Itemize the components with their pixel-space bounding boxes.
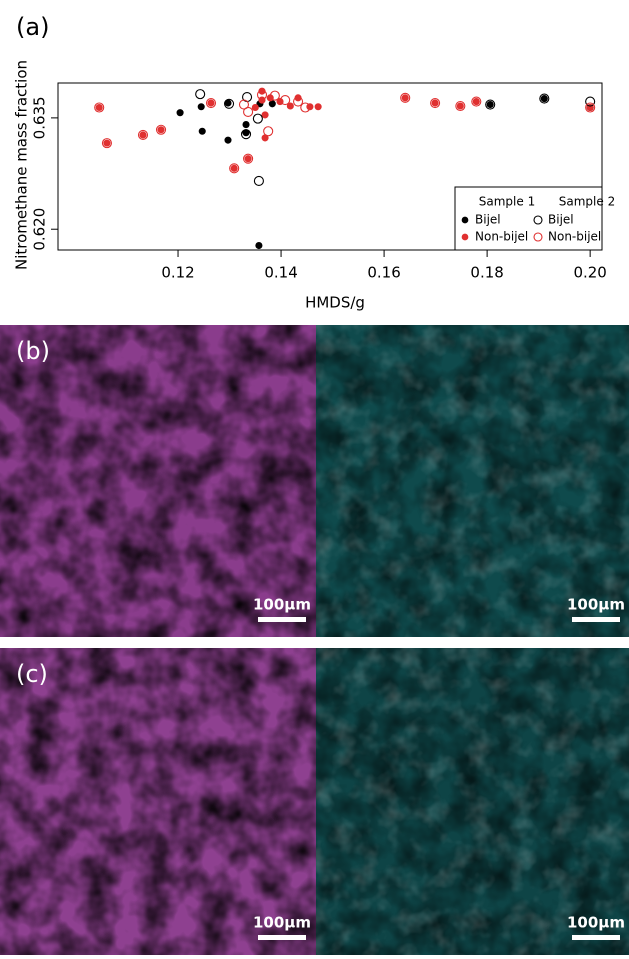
point: [176, 109, 184, 117]
point: [258, 96, 266, 104]
scale-bar: [572, 935, 620, 940]
legend-label: Non-bijel: [548, 230, 601, 244]
x-axis-label: HMDS/g: [305, 294, 365, 312]
legend-label: Bijel: [475, 213, 501, 227]
point: [256, 89, 268, 100]
point: [540, 95, 548, 103]
point: [314, 103, 322, 111]
point: [471, 96, 482, 107]
image-texture: [0, 648, 316, 955]
point: [269, 90, 280, 101]
point: [486, 100, 494, 109]
point: [300, 102, 311, 113]
image-texture: [316, 648, 629, 955]
point: [539, 93, 550, 104]
x-tick-label: 0.16: [367, 264, 400, 282]
point: [253, 175, 264, 187]
point: [238, 99, 250, 110]
point: [472, 98, 480, 106]
point: [223, 98, 235, 109]
point: [280, 95, 291, 106]
point: [229, 163, 240, 174]
point: [195, 89, 206, 100]
y-tick-label: 0.635: [31, 96, 49, 139]
point: [455, 100, 466, 112]
point: [137, 129, 149, 141]
x-tick-label: 0.14: [264, 264, 297, 282]
point: [242, 121, 250, 129]
scale-bar-label: 100µm: [253, 914, 311, 932]
legend-marker: [461, 216, 469, 224]
point: [286, 102, 294, 110]
point: [103, 139, 111, 147]
point: [261, 111, 269, 119]
point: [251, 103, 259, 112]
point: [243, 106, 254, 117]
micrographs: [0, 325, 629, 955]
x-tick-label: 0.18: [470, 264, 503, 282]
point: [585, 102, 596, 113]
point: [401, 94, 409, 102]
point: [400, 92, 411, 103]
point: [252, 113, 263, 124]
point: [585, 96, 596, 107]
legend-marker: [461, 233, 469, 241]
point: [95, 103, 103, 112]
panel-label: (c): [16, 660, 48, 688]
legend-label: Non-bijel: [475, 230, 528, 244]
point: [139, 131, 147, 139]
point: [205, 97, 217, 109]
point: [157, 126, 165, 134]
point: [243, 153, 254, 164]
legend-box: [454, 186, 603, 251]
point: [430, 97, 441, 109]
point: [224, 136, 232, 144]
y-axis-label: Nitromethane mass fraction: [13, 60, 31, 270]
point: [197, 103, 205, 111]
image-texture: [0, 325, 316, 637]
point: [207, 99, 215, 107]
point: [431, 99, 439, 107]
point: [101, 138, 112, 149]
point: [240, 129, 252, 140]
legend-marker: [533, 232, 543, 242]
point: [255, 241, 263, 250]
panel-label: (b): [16, 337, 50, 365]
point: [94, 102, 105, 113]
legend-group: Sample 2: [559, 195, 615, 209]
panel-label: (a): [16, 13, 49, 41]
point: [293, 96, 304, 107]
point: [263, 126, 274, 137]
scale-bar: [572, 617, 620, 622]
scale-bar: [258, 935, 306, 940]
point: [456, 102, 464, 110]
legend-label: Bijel: [548, 213, 574, 227]
point: [485, 99, 496, 110]
scale-bar-label: 100µm: [253, 596, 311, 614]
legend-group: Sample 1: [479, 195, 535, 209]
point: [244, 155, 252, 163]
x-tick-label: 0.20: [573, 264, 606, 282]
legend-marker: [533, 215, 543, 225]
point: [230, 164, 238, 172]
scale-bar: [258, 617, 306, 622]
x-tick-label: 0.12: [161, 264, 194, 282]
point: [198, 127, 206, 135]
scale-bar-label: 100µm: [567, 914, 625, 932]
point: [155, 124, 167, 135]
scale-bar-label: 100µm: [567, 596, 625, 614]
plot-frame: [57, 82, 603, 251]
y-tick-label: 0.620: [31, 208, 49, 251]
image-texture: [316, 325, 629, 637]
point: [268, 100, 276, 108]
